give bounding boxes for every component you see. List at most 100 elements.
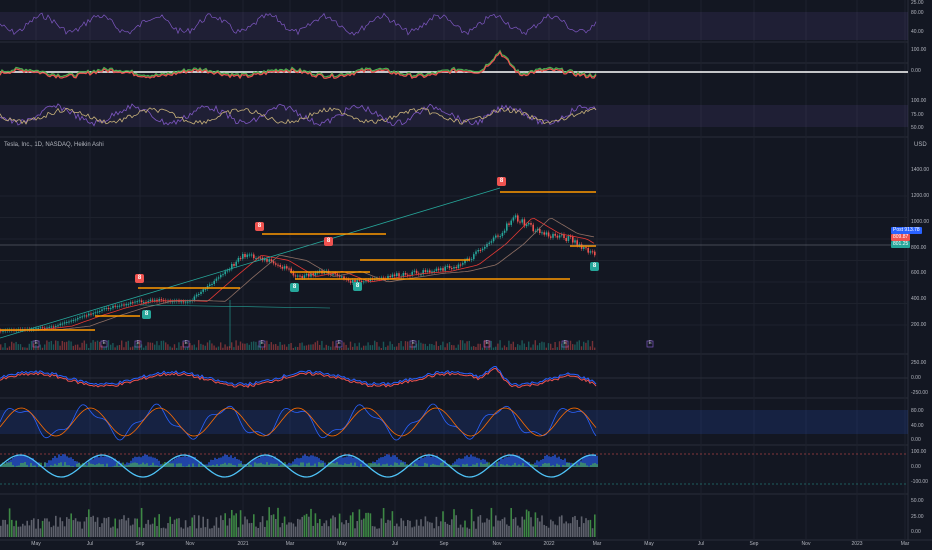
wave-area-green <box>146 463 148 467</box>
wave-area-green <box>158 466 160 467</box>
wave-area-green <box>432 463 434 467</box>
wave-area-blue <box>302 455 304 467</box>
main-volume-bar <box>349 341 352 350</box>
wave-area-blue <box>298 458 300 467</box>
wave-area-green <box>308 462 310 467</box>
main-volume-bar <box>431 344 433 350</box>
bottom-histogram-bar <box>330 518 332 537</box>
wave-area-blue <box>50 460 52 467</box>
candle-body <box>44 327 46 329</box>
wave-area-blue <box>42 465 44 467</box>
candle-body <box>457 264 460 269</box>
wave-area-blue <box>220 457 222 467</box>
main-volume-bar <box>561 343 563 350</box>
bottom-histogram-bar <box>246 519 248 537</box>
candle-body <box>398 273 400 277</box>
main-volume-bar <box>160 340 162 350</box>
main-volume-bar <box>569 340 572 350</box>
time-axis-label: Jul <box>86 541 94 547</box>
wave-area-blue <box>252 460 254 467</box>
indicator-axis-label: 0.00 <box>911 437 921 443</box>
candle-body <box>138 300 141 302</box>
wave-area-blue <box>356 458 358 467</box>
candle-body <box>341 276 343 278</box>
wave-area-green <box>58 463 60 467</box>
wave-area-green <box>278 465 280 467</box>
wave-area-green <box>408 466 410 467</box>
wave-area-blue <box>316 456 318 467</box>
main-volume-bar <box>556 347 558 350</box>
bottom-histogram-bar <box>543 524 545 537</box>
bottom-histogram-bar <box>160 528 163 537</box>
candle-body <box>510 220 512 225</box>
candle-body <box>184 301 187 303</box>
main-volume-bar <box>55 340 57 350</box>
wave-area-blue <box>26 456 28 467</box>
wave-area-blue <box>458 458 460 467</box>
wave-area-blue <box>256 458 258 467</box>
wave-area-green <box>88 462 90 467</box>
bottom-histogram-bar <box>127 517 130 537</box>
candle-body <box>61 323 64 325</box>
wave-area-blue <box>582 457 584 467</box>
wave-area-blue <box>222 456 224 467</box>
main-volume-bar <box>534 340 536 350</box>
main-volume-bar <box>112 343 114 350</box>
bottom-histogram-bar <box>26 520 28 537</box>
bottom-histogram-bar <box>237 527 240 537</box>
main-volume-bar <box>565 340 567 350</box>
wave-area-green <box>90 463 92 467</box>
wave-area-blue <box>554 454 556 467</box>
bottom-histogram-bar <box>459 524 462 537</box>
bottom-histogram-bar <box>523 519 526 537</box>
main-volume-bar <box>220 342 222 350</box>
wave-area-blue <box>146 454 148 467</box>
bottom-histogram-bar <box>336 528 339 537</box>
candle-body <box>492 237 495 242</box>
wave-area-green <box>302 462 304 467</box>
wave-area-blue <box>424 457 426 467</box>
main-volume-bar <box>143 347 145 350</box>
earnings-marker-7 <box>483 340 491 348</box>
wave-area-green <box>314 463 316 467</box>
main-volume-bar <box>550 343 552 350</box>
main-volume-bar <box>525 347 528 350</box>
bottom-histogram-bar <box>277 507 279 537</box>
candle-body <box>189 301 191 303</box>
wave-area-blue <box>550 456 552 467</box>
main-volume-bar <box>57 341 59 350</box>
main-volume-bar <box>453 345 455 350</box>
bottom-histogram-bar <box>167 523 169 537</box>
wave-area-green <box>348 464 350 467</box>
main-volume-bar <box>35 344 37 350</box>
candle-body <box>303 275 306 278</box>
bottom-histogram-bar <box>233 515 235 537</box>
main-volume-bar <box>147 342 149 350</box>
wave-area-green <box>322 462 324 467</box>
bottom-histogram-bar <box>107 517 110 537</box>
wave-area-green <box>580 462 582 467</box>
wave-area-green <box>586 465 588 467</box>
bottom-histogram-bar <box>517 525 519 537</box>
main-volume-bar <box>250 341 253 350</box>
wave-area-green <box>50 465 52 467</box>
bottom-histogram-bar <box>81 528 83 537</box>
bottom-histogram-bar <box>475 528 477 537</box>
main-volume-bar <box>404 341 407 350</box>
wave-area-green <box>502 464 504 467</box>
wave-area-green <box>200 465 202 467</box>
candle-body <box>121 304 123 306</box>
time-axis-label: Mar <box>285 541 295 547</box>
wave-area-blue <box>126 462 128 467</box>
main-volume-bar <box>110 344 112 350</box>
candle-body <box>547 232 550 237</box>
bottom-histogram-bar <box>539 521 541 537</box>
wave-area-blue <box>596 455 598 467</box>
candle-body <box>464 260 466 264</box>
candle-body <box>442 268 444 271</box>
wave-area-blue <box>494 463 496 467</box>
main-volume-bar <box>94 341 96 350</box>
candle-body <box>81 316 83 318</box>
main-volume-bar <box>363 345 365 350</box>
